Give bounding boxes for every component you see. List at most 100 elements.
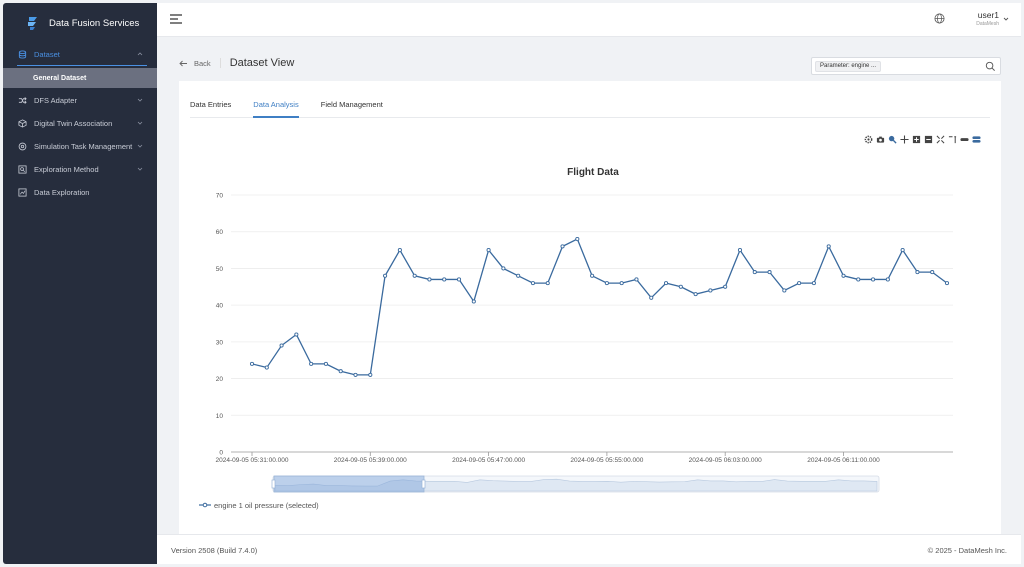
arrow-left-icon — [179, 60, 187, 66]
data-point — [338, 369, 343, 374]
sidebar-item-label: Digital Twin Association — [34, 119, 113, 128]
data-point — [442, 277, 447, 282]
menu-toggle-icon[interactable] — [169, 13, 183, 25]
cube-icon — [17, 119, 27, 129]
slider-handle-right — [421, 479, 426, 489]
data-point — [634, 277, 639, 282]
search-icon[interactable] — [985, 61, 996, 72]
chevron-down-icon[interactable] — [1003, 16, 1009, 22]
data-point — [841, 273, 846, 278]
legend[interactable]: engine 1 oil pressure (selected) — [199, 501, 319, 510]
y-tick-label: 10 — [216, 413, 224, 420]
sidebar-item-simulation[interactable]: Simulation Task Management — [3, 135, 157, 158]
chevron-down-icon — [137, 98, 143, 102]
tab-data-analysis[interactable]: Data Analysis — [253, 99, 299, 118]
sidebar-item-data-exploration[interactable]: Data Exploration — [3, 181, 157, 204]
range-slider[interactable] — [271, 475, 880, 493]
pan-icon[interactable] — [900, 135, 909, 144]
chevron-down-icon — [137, 121, 143, 125]
data-point — [811, 281, 816, 286]
y-tick-label: 60 — [216, 229, 224, 236]
logo-icon — [28, 17, 37, 30]
data-point — [471, 299, 476, 304]
data-point — [383, 273, 388, 278]
back-button[interactable]: Back — [179, 59, 211, 68]
camera-icon[interactable] — [876, 135, 885, 144]
zoom-in-icon[interactable] — [912, 135, 921, 144]
data-point — [663, 281, 669, 286]
flight-data-chart[interactable]: Flight Data 0 10 20 30 40 50 60 70 2024-09-05 0… — [179, 151, 1023, 521]
data-point — [708, 288, 713, 293]
back-label: Back — [194, 58, 211, 68]
x-tick-label: 2024-09-05 05:47:00.000 — [452, 457, 525, 464]
page-title: Dataset View — [229, 57, 295, 69]
reset-axes-icon[interactable] — [948, 135, 957, 144]
y-tick-label: 70 — [216, 193, 224, 200]
data-point — [368, 372, 373, 377]
tab-field-management[interactable]: Field Management — [320, 100, 383, 109]
sidebar-item-digital-twin[interactable]: Digital Twin Association — [3, 112, 157, 135]
sidebar-item-label: Dataset — [34, 50, 60, 59]
user-name: user1 — [977, 10, 999, 20]
slider-handle-left — [271, 479, 276, 489]
y-tick-label: 50 — [216, 266, 224, 273]
y-tick-label: 20 — [216, 376, 224, 383]
data-point — [693, 292, 698, 297]
data-point — [871, 277, 876, 282]
data-point — [279, 343, 284, 348]
analysis-card: Data Entries Data Analysis Field Managem… — [179, 81, 1001, 535]
autoscale-icon[interactable] — [936, 135, 945, 144]
chart-grid — [231, 194, 953, 453]
shuffle-icon — [17, 96, 27, 106]
data-point — [930, 270, 935, 275]
chevron-up-icon — [137, 52, 143, 56]
x-tick-label: 2024-09-05 06:11:00.000 — [807, 457, 880, 464]
data-point — [397, 248, 402, 253]
sidebar-item-label: DFS Adapter — [34, 96, 77, 105]
series-line-path — [251, 238, 948, 376]
y-axis: 0 10 20 30 40 50 60 70 — [216, 193, 224, 457]
data-point — [309, 361, 314, 366]
settings-icon[interactable] — [864, 135, 873, 144]
data-point — [767, 270, 772, 275]
brand-name: Data Fusion Services — [49, 17, 140, 29]
sidebar-item-label: Data Exploration — [34, 188, 90, 197]
data-point — [885, 277, 890, 282]
chart-icon — [17, 188, 27, 198]
gear-icon — [17, 142, 27, 152]
data-point — [856, 277, 861, 282]
copyright-text: © 2025 - DataMesh Inc. — [927, 546, 1007, 555]
chart-title: Flight Data — [567, 167, 619, 178]
x-tick-label: 2024-09-05 05:31:00.000 — [215, 457, 288, 464]
spike-lines-icon[interactable] — [960, 135, 969, 144]
sidebar-subitem-general-dataset[interactable]: General Dataset — [3, 68, 157, 88]
zoom-icon[interactable] — [888, 135, 897, 144]
legend-label: engine 1 oil pressure (selected) — [214, 501, 319, 510]
tab-data-entries[interactable]: Data Entries — [190, 100, 232, 109]
divider — [219, 58, 221, 68]
user-menu[interactable]: user1 DataMesh — [976, 10, 999, 27]
sidebar-item-dfs-adapter[interactable]: DFS Adapter — [3, 89, 157, 112]
data-point — [797, 281, 802, 286]
parameter-tag[interactable]: Parameter: engine ... — [815, 61, 882, 72]
x-tick-label: 2024-09-05 05:55:00.000 — [570, 457, 643, 464]
data-point — [590, 273, 595, 278]
data-point — [249, 361, 255, 366]
zoom-out-icon[interactable] — [924, 135, 933, 144]
compare-data-icon[interactable] — [972, 135, 981, 144]
brand[interactable]: Data Fusion Services — [3, 3, 157, 43]
sidebar-item-label: Simulation Task Management — [34, 142, 133, 151]
data-point — [501, 266, 506, 271]
data-point — [530, 281, 536, 286]
page-header: Back Dataset View — [179, 57, 294, 69]
parameter-search[interactable]: Parameter: engine ... — [811, 57, 1001, 75]
data-point — [604, 281, 609, 286]
data-point — [900, 248, 905, 253]
y-tick-label: 30 — [216, 339, 224, 346]
sidebar-item-exploration-method[interactable]: Exploration Method — [3, 158, 157, 181]
data-point — [427, 277, 432, 282]
sidebar-item-dataset[interactable]: Dataset — [3, 43, 157, 66]
globe-icon[interactable] — [934, 13, 945, 24]
chevron-down-icon — [137, 167, 143, 171]
database-icon — [17, 50, 27, 60]
